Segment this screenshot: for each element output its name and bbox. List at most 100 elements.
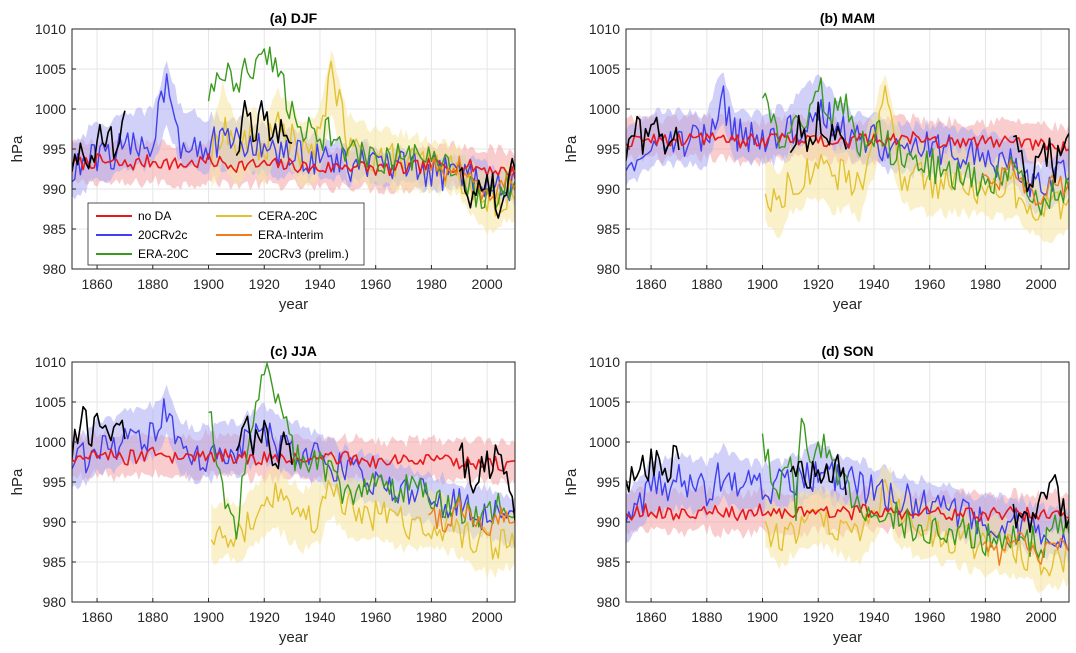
y-tick-label: 1005 [35,394,66,410]
x-tick-label: 2000 [472,609,503,625]
series-line-20crv3-prelim- [626,115,680,161]
y-tick-label: 1000 [589,101,620,117]
x-tick-label: 1960 [914,276,945,292]
series-line-no-da [626,503,1069,522]
y-tick-label: 1000 [35,101,66,117]
y-tick-label: 1010 [589,354,620,370]
x-axis-label: year [833,629,862,646]
series-line-era-interim [982,159,1069,206]
x-tick-label: 1920 [249,276,280,292]
y-tick-label: 990 [43,514,67,530]
x-tick-label: 2000 [1026,609,1057,625]
x-tick-label: 1960 [914,609,945,625]
series-line-20crv3-prelim- [458,157,515,219]
series-line-20crv3-prelim- [72,110,126,172]
series-line-20crv3-prelim- [458,442,515,521]
y-tick-label: 980 [43,261,67,277]
x-tick-label: 1880 [691,609,722,625]
x-tick-label: 2000 [1026,276,1057,292]
panel-1: 1860 1880 1900 1920 1940 1960 1980 2000 980 985 99… [9,10,516,313]
series-line-20crv3-prelim- [72,405,126,459]
y-tick-label: 1005 [589,394,620,410]
y-tick-label: 1005 [589,61,620,77]
x-tick-label: 2000 [472,276,503,292]
y-axis-label: hPa [563,135,580,162]
series-line-era-interim [428,155,515,201]
y-tick-label: 1010 [589,21,620,37]
x-tick-label: 1960 [360,609,391,625]
legend-label: ERA-20C [138,247,189,261]
y-tick-label: 995 [43,141,67,157]
x-tick-label: 1980 [416,609,447,625]
y-tick-label: 980 [597,261,621,277]
x-tick-label: 1900 [747,276,778,292]
series-line-20crv3-prelim- [1013,133,1069,193]
y-tick-label: 990 [597,181,621,197]
x-axis-label: year [279,296,308,313]
y-tick-label: 995 [597,141,621,157]
y-tick-label: 985 [597,554,621,570]
panel-3: 1860 1880 1900 1920 1940 1960 1980 2000 980 985 99… [9,343,516,646]
x-tick-label: 1940 [858,276,889,292]
series-layer [626,72,1069,244]
x-axis-label: year [833,296,862,313]
x-axis-label: year [279,629,308,646]
band-cera-20c [211,50,515,236]
x-tick-label: 1940 [304,609,335,625]
y-axis-label: hPa [9,468,26,495]
series-layer [72,362,515,580]
y-tick-label: 980 [597,594,621,610]
x-tick-label: 1900 [747,609,778,625]
panel-title: (c) JJA [270,343,317,359]
x-tick-label: 1860 [81,276,112,292]
y-tick-label: 1000 [589,434,620,450]
x-tick-label: 1880 [137,276,168,292]
x-tick-label: 1940 [858,609,889,625]
series-line-era-20c [208,362,515,540]
series-line-20crv3-prelim- [235,415,293,470]
y-tick-label: 990 [597,514,621,530]
legend: no DA 20CRv2c ERA-20C CERA-20C ERA-Interim 20… [87,202,365,266]
panel-title: (b) MAM [820,10,875,26]
x-tick-label: 1980 [416,276,447,292]
series-layer [72,46,515,236]
panel-title: (d) SON [821,343,873,359]
x-tick-label: 1880 [137,609,168,625]
y-tick-label: 995 [597,474,621,490]
series-line-era-20c [761,77,1069,216]
y-tick-label: 1010 [35,354,66,370]
y-tick-label: 990 [43,181,67,197]
series-layer [626,417,1069,594]
series-line-20crv3-prelim- [789,454,847,496]
series-line-20crv3-prelim- [1012,473,1069,533]
x-tick-label: 1860 [635,276,666,292]
y-tick-label: 985 [597,221,621,237]
x-tick-label: 1860 [81,609,112,625]
y-tick-label: 1010 [35,21,66,37]
series-line-20crv3-prelim- [235,100,293,157]
panel-2: 1860 1880 1900 1920 1940 1960 1980 2000 980 985 99… [563,10,1070,313]
panel-4: 1860 1880 1900 1920 1940 1960 1980 2000 980 985 99… [563,343,1070,646]
series-line-20crv3-prelim- [789,101,847,154]
legend-label: 20CRv3 (prelim.) [258,247,349,261]
x-tick-label: 1900 [193,609,224,625]
x-tick-label: 1880 [691,276,722,292]
y-tick-label: 1005 [35,61,66,77]
x-tick-label: 1980 [970,276,1001,292]
x-tick-label: 1920 [803,276,834,292]
series-line-era-interim [982,531,1069,566]
series-line-no-da [626,131,1069,155]
y-tick-label: 980 [43,594,67,610]
x-tick-label: 1860 [635,609,666,625]
series-line-20crv2c [626,461,1069,552]
x-tick-label: 1960 [360,276,391,292]
panel-title: (a) DJF [270,10,318,26]
series-line-20crv3-prelim- [626,444,680,493]
legend-label: no DA [138,209,171,223]
y-tick-label: 995 [43,474,67,490]
y-axis-label: hPa [563,468,580,495]
legend-label: 20CRv2c [138,228,187,242]
series-line-20crv2c [72,73,515,202]
x-tick-label: 1920 [249,609,280,625]
